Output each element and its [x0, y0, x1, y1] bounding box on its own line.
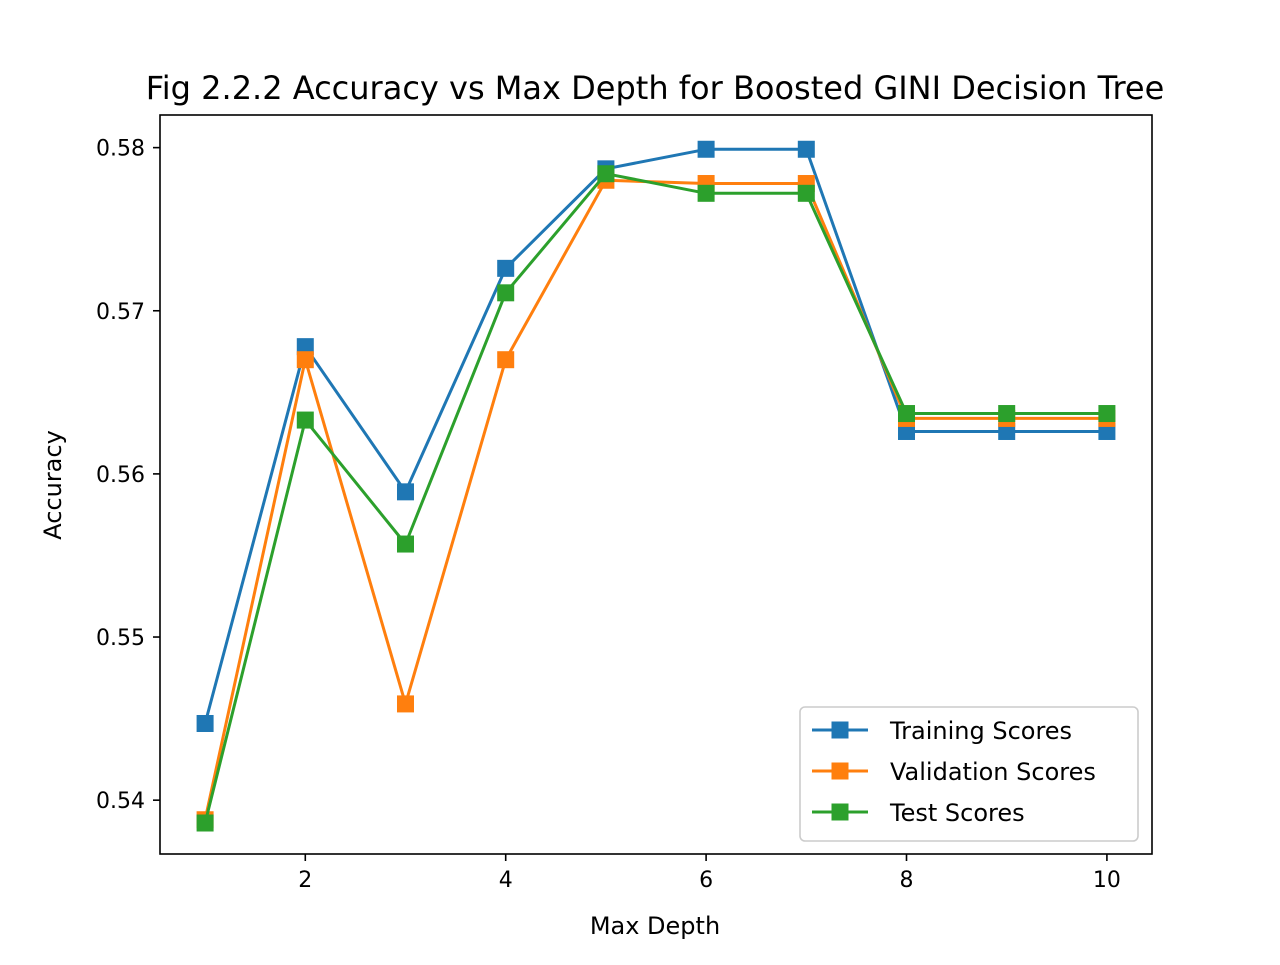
x-tick-label: 2	[298, 868, 312, 893]
data-point	[396, 483, 414, 501]
series-line-training-scores	[203, 147, 1107, 724]
legend-marker	[831, 721, 849, 739]
series-line-test-scores	[203, 172, 1107, 824]
data-point	[998, 405, 1016, 423]
y-axis-label: Accuracy	[39, 430, 67, 540]
data-point	[1098, 405, 1116, 423]
y-tick-label: 0.55	[96, 626, 145, 651]
y-tick-label: 0.57	[96, 300, 145, 325]
y-tick-label: 0.54	[96, 789, 145, 814]
data-point	[396, 535, 414, 553]
data-point	[497, 351, 515, 369]
data-point	[196, 814, 214, 832]
data-point	[296, 338, 314, 356]
data-point	[296, 351, 314, 369]
legend-label: Validation Scores	[890, 758, 1096, 786]
series-line-validation-scores	[203, 178, 1107, 821]
x-tick-label: 4	[499, 868, 513, 893]
data-point	[797, 184, 815, 202]
legend-label: Test Scores	[889, 799, 1025, 827]
data-point	[296, 411, 314, 429]
data-point	[697, 184, 715, 202]
data-point	[998, 422, 1016, 440]
data-point	[497, 284, 515, 302]
y-tick-label: 0.58	[96, 137, 145, 162]
data-point	[1098, 422, 1116, 440]
legend-item-test-scores: Test Scores	[812, 799, 1025, 827]
legend-label: Training Scores	[889, 717, 1072, 745]
chart-title: Fig 2.2.2 Accuracy vs Max Depth for Boos…	[146, 69, 1165, 107]
data-point	[697, 140, 715, 158]
plot-frame	[159, 114, 1153, 855]
data-point	[797, 140, 815, 158]
data-point	[597, 165, 615, 183]
data-point	[497, 259, 515, 277]
data-point	[196, 714, 214, 732]
data-point	[898, 405, 916, 423]
legend-frame	[799, 706, 1139, 842]
y-tick-label: 0.56	[96, 463, 145, 488]
legend-marker	[831, 803, 849, 821]
x-tick-label: 8	[900, 868, 914, 893]
x-tick-label: 6	[699, 868, 713, 893]
x-tick-label: 10	[1093, 868, 1121, 893]
x-axis-label: Max Depth	[590, 912, 720, 940]
data-point	[898, 422, 916, 440]
legend-marker	[831, 762, 849, 780]
data-point	[396, 695, 414, 713]
series-group	[196, 140, 1116, 832]
legend-item-training-scores: Training Scores	[812, 717, 1072, 745]
legend-item-validation-scores: Validation Scores	[812, 758, 1096, 786]
series-test-scores	[196, 165, 1116, 832]
axis-ticks: 2 4 6 8 10 0.54 0.55 0.56 0.57 0.58	[96, 137, 1121, 893]
legend: Training Scores Validation Scores Test Sco…	[799, 706, 1139, 842]
